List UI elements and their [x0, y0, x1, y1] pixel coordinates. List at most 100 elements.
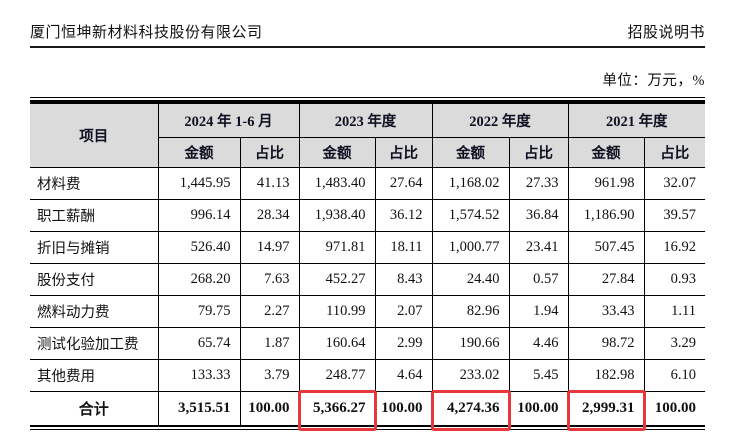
- total-amount-cell-highlighted: 4,274.36: [430, 390, 511, 431]
- subheader-amount: 金额: [567, 137, 645, 168]
- ratio-cell: 23.41: [508, 231, 569, 264]
- table-row-other-expenses: 其他费用 133.33 3.79 248.77 4.64 233.02 5.45…: [30, 359, 705, 392]
- table-row-testing-processing: 测试化验加工费 65.74 1.87 160.64 2.99 190.66 4.…: [30, 327, 705, 360]
- amount-cell: 190.66: [431, 327, 510, 360]
- amount-cell: 79.75: [157, 295, 241, 328]
- ratio-cell: 0.57: [508, 263, 569, 296]
- total-ratio-cell: 100.00: [239, 391, 300, 425]
- ratio-cell: 3.79: [239, 359, 300, 392]
- table-row-depreciation-amortization: 折旧与摊销 526.40 14.97 971.81 18.11 1,000.77…: [30, 231, 705, 264]
- col-header-2022: 2022 年度: [431, 103, 569, 138]
- ratio-cell: 0.93: [643, 263, 705, 296]
- amount-cell: 133.33: [157, 359, 241, 392]
- amount-cell: 507.45: [567, 231, 645, 264]
- row-label: 燃料动力费: [30, 295, 159, 328]
- row-label: 测试化验加工费: [30, 327, 159, 360]
- ratio-cell: 36.12: [374, 199, 433, 232]
- row-label: 材料费: [30, 167, 159, 200]
- total-amount-value: 4,274.36: [447, 400, 500, 416]
- amount-cell: 1,938.40: [298, 199, 376, 232]
- ratio-cell: 4.46: [508, 327, 569, 360]
- expense-table: 项目 2024 年 1-6 月 2023 年度 2022 年度 2021 年度 …: [30, 97, 705, 431]
- total-amount-value: 5,366.27: [313, 400, 366, 416]
- table-header-subcols: 金额 占比 金额 占比 金额 占比 金额 占比: [30, 137, 705, 168]
- doc-type-label: 招股说明书: [627, 25, 705, 41]
- ratio-cell: 1.11: [643, 295, 705, 328]
- row-label: 股份支付: [30, 263, 159, 296]
- ratio-cell: 14.97: [239, 231, 300, 264]
- ratio-cell: 16.92: [643, 231, 705, 264]
- amount-cell: 961.98: [567, 167, 645, 200]
- amount-cell: 1,483.40: [298, 167, 376, 200]
- table-bottom-rule: [30, 425, 705, 430]
- amount-cell: 82.96: [431, 295, 510, 328]
- ratio-cell: 36.84: [508, 199, 569, 232]
- ratio-cell: 27.64: [374, 167, 433, 200]
- ratio-cell: 2.99: [374, 327, 433, 360]
- total-label: 合计: [30, 391, 159, 425]
- col-header-2024h1: 2024 年 1-6 月: [157, 103, 300, 138]
- company-name: 厦门恒坤新材料科技股份有限公司: [30, 25, 263, 41]
- amount-cell: 526.40: [157, 231, 241, 264]
- total-amount-cell-highlighted: 2,999.31: [566, 390, 646, 431]
- total-ratio-cell: 100.00: [508, 391, 569, 425]
- total-amount-cell-highlighted: 5,366.27: [297, 390, 377, 431]
- ratio-cell: 2.07: [374, 295, 433, 328]
- table-header-periods: 项目 2024 年 1-6 月 2023 年度 2022 年度 2021 年度: [30, 103, 705, 168]
- header-divider: [30, 46, 705, 48]
- table-top-rule: [30, 97, 705, 103]
- row-label: 其他费用: [30, 359, 159, 392]
- amount-cell: 971.81: [298, 231, 376, 264]
- table-row-fuel-power: 燃料动力费 79.75 2.27 110.99 2.07 82.96 1.94 …: [30, 295, 705, 328]
- amount-cell: 1,000.77: [431, 231, 510, 264]
- col-header-2023: 2023 年度: [298, 103, 433, 138]
- amount-cell: 33.43: [567, 295, 645, 328]
- subheader-ratio: 占比: [508, 137, 569, 168]
- expense-data-table: 项目 2024 年 1-6 月 2023 年度 2022 年度 2021 年度 …: [30, 103, 705, 431]
- amount-cell: 65.74: [157, 327, 241, 360]
- subheader-amount: 金额: [157, 137, 241, 168]
- amount-cell: 1,574.52: [431, 199, 510, 232]
- table-row-payroll: 职工薪酬 996.14 28.34 1,938.40 36.12 1,574.5…: [30, 199, 705, 232]
- amount-cell: 248.77: [298, 359, 376, 392]
- subheader-ratio: 占比: [239, 137, 300, 168]
- amount-cell: 996.14: [157, 199, 241, 232]
- amount-cell: 1,168.02: [431, 167, 510, 200]
- amount-cell: 27.84: [567, 263, 645, 296]
- col-header-item: 项目: [30, 103, 159, 168]
- total-ratio-cell: 100.00: [643, 391, 705, 425]
- amount-cell: 110.99: [298, 295, 376, 328]
- subheader-amount: 金额: [298, 137, 376, 168]
- ratio-cell: 8.43: [374, 263, 433, 296]
- ratio-cell: 1.94: [508, 295, 569, 328]
- ratio-cell: 41.13: [239, 167, 300, 200]
- ratio-cell: 2.27: [239, 295, 300, 328]
- ratio-cell: 6.10: [643, 359, 705, 392]
- amount-cell: 160.64: [298, 327, 376, 360]
- table-row-material-cost: 材料费 1,445.95 41.13 1,483.40 27.64 1,168.…: [30, 167, 705, 200]
- col-header-2021: 2021 年度: [567, 103, 705, 138]
- ratio-cell: 4.64: [374, 359, 433, 392]
- ratio-cell: 18.11: [374, 231, 433, 264]
- subheader-amount: 金额: [431, 137, 510, 168]
- table-row-total: 合计 3,515.51 100.00 5,366.27 100.00 4,274…: [30, 390, 705, 431]
- amount-cell: 182.98: [567, 359, 645, 392]
- amount-cell: 233.02: [431, 359, 510, 392]
- ratio-cell: 5.45: [508, 359, 569, 392]
- ratio-cell: 39.57: [643, 199, 705, 232]
- amount-cell: 1,445.95: [157, 167, 241, 200]
- ratio-cell: 28.34: [239, 199, 300, 232]
- row-label: 职工薪酬: [30, 199, 159, 232]
- ratio-cell: 3.29: [643, 327, 705, 360]
- total-amount-cell: 3,515.51: [157, 391, 241, 425]
- amount-cell: 24.40: [431, 263, 510, 296]
- table-row-share-based-payment: 股份支付 268.20 7.63 452.27 8.43 24.40 0.57 …: [30, 263, 705, 296]
- ratio-cell: 7.63: [239, 263, 300, 296]
- ratio-cell: 27.33: [508, 167, 569, 200]
- document-header: 厦门恒坤新材料科技股份有限公司 招股说明书: [30, 21, 705, 42]
- row-label: 折旧与摊销: [30, 231, 159, 264]
- amount-cell: 452.27: [298, 263, 376, 296]
- subheader-ratio: 占比: [374, 137, 433, 168]
- amount-cell: 98.72: [567, 327, 645, 360]
